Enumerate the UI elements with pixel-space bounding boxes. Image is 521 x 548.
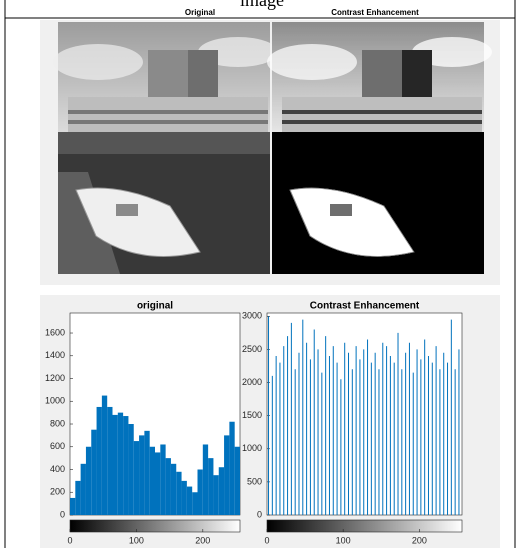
histogram-bar (150, 447, 155, 515)
histogram-bar (224, 435, 229, 515)
y-tick-label: 800 (50, 418, 65, 428)
histogram-bar (139, 435, 144, 515)
histogram-bar (235, 447, 240, 515)
y-tick-label: 2500 (242, 344, 262, 354)
histogram-bar (107, 407, 112, 515)
chart-title: Contrast Enhancement (310, 301, 420, 312)
histogram-bar (171, 464, 176, 515)
x-tick-label: 200 (195, 535, 210, 545)
histogram-bar (134, 441, 139, 515)
histogram-bar (75, 481, 80, 515)
histogram-bar (155, 452, 160, 515)
histogram-bar (176, 472, 181, 515)
x-tick-label: 0 (264, 535, 269, 545)
histogram-bar (97, 407, 102, 515)
y-tick-label: 1200 (45, 373, 65, 383)
colorbar (70, 520, 240, 532)
histogram-bar (219, 467, 224, 515)
image-title: Contrast Enhancement (331, 8, 419, 17)
histogram-bar (182, 481, 187, 515)
header: image (240, 0, 284, 10)
histogram-bar (123, 416, 128, 515)
histogram-bar (128, 424, 133, 515)
colorbar (267, 520, 462, 532)
histogram-bar (198, 470, 203, 515)
x-tick-label: 200 (412, 535, 427, 545)
x-tick-label: 0 (67, 535, 72, 545)
histogram-bar (118, 413, 123, 515)
histogram-bar (192, 492, 197, 515)
document: image Original Contrast Enhancement orig… (0, 0, 521, 548)
y-tick-label: 2000 (242, 377, 262, 387)
y-tick-label: 3000 (242, 311, 262, 321)
histogram-bar (144, 431, 149, 515)
enhanced-image (267, 22, 492, 274)
y-tick-label: 1000 (45, 396, 65, 406)
histogram-bar (229, 422, 234, 515)
histogram-bar (113, 415, 118, 515)
x-tick-label: 100 (129, 535, 144, 545)
original-image (53, 22, 278, 274)
y-tick-label: 0 (60, 509, 65, 519)
histogram-bar (203, 444, 208, 515)
histogram-bar (187, 487, 192, 515)
histogram-bar (70, 498, 75, 515)
y-tick-label: 200 (50, 487, 65, 497)
y-tick-label: 1400 (45, 350, 65, 360)
chart-title: original (137, 301, 173, 312)
histogram-bar (102, 396, 107, 515)
y-tick-label: 1600 (45, 327, 65, 337)
image-title: Original (185, 8, 215, 17)
x-tick-label: 100 (336, 535, 351, 545)
page: image Original Contrast Enhancement orig… (0, 0, 521, 548)
histogram-bar (86, 447, 91, 515)
y-tick-label: 500 (247, 476, 262, 486)
histogram-bar (208, 458, 213, 515)
y-tick-label: 0 (257, 509, 262, 519)
y-tick-label: 1000 (242, 443, 262, 453)
y-tick-label: 1500 (242, 410, 262, 420)
y-tick-label: 600 (50, 441, 65, 451)
histogram-bar (213, 475, 218, 515)
y-tick-label: 400 (50, 464, 65, 474)
histogram-bar (91, 430, 96, 515)
histogram-bar (81, 464, 86, 515)
histogram-bar (166, 458, 171, 515)
histogram-bar (160, 444, 165, 515)
